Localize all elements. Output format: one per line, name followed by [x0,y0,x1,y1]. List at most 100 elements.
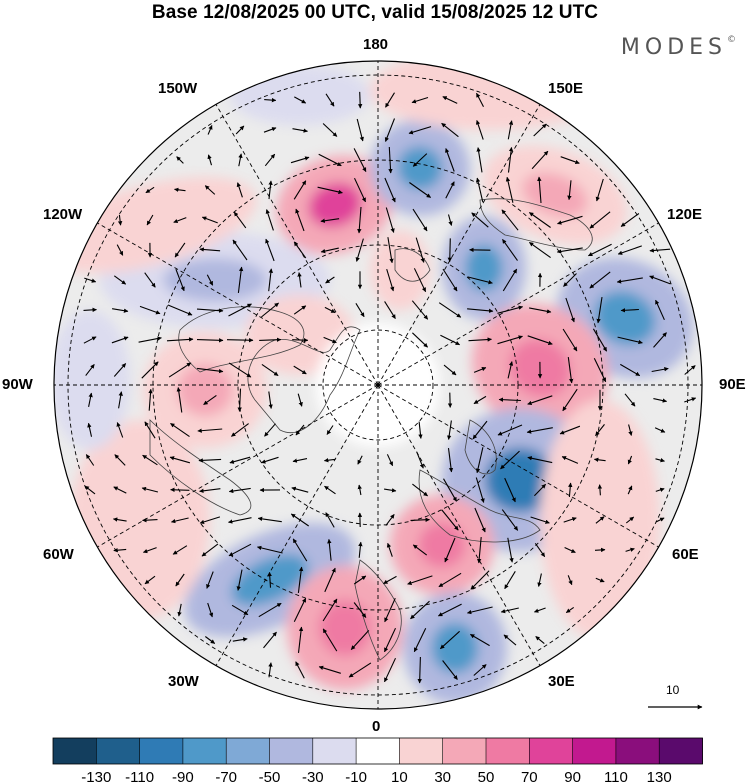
wind-vector [198,458,222,463]
wind-vector [176,387,183,413]
wind-vector [497,424,523,436]
wind-vector [350,630,370,650]
wind-vector [265,209,274,231]
wind-vector [261,363,279,377]
colorbar-frame [52,737,703,765]
wind-vector [594,547,606,553]
wind-vector [258,602,282,618]
coastline [479,198,593,251]
wind-vector [507,120,514,140]
wind-vector [112,308,129,313]
colorbar-swatch [529,738,573,764]
wind-vector [204,636,216,644]
wind-vector [170,517,189,524]
wind-vector [196,338,224,343]
wind-vector [141,361,159,379]
wind-vector [264,97,277,103]
wind-vector [560,156,580,165]
wind-vector [649,275,671,285]
wind-vector [440,630,460,650]
wind-vector [263,631,277,649]
wind-vector [384,488,397,493]
wind-vector [228,543,252,557]
wind-vector [323,458,336,463]
wind-vector [295,208,305,232]
wind-vector [292,128,308,133]
wind-vector [649,248,671,253]
wind-vector [235,125,245,135]
wind-vector [412,153,428,167]
wind-vector [617,336,643,345]
wind-vector [232,239,248,261]
coastline [149,419,252,516]
wind-vector [293,597,307,622]
wind-vector [589,271,611,289]
wind-vector [228,303,252,317]
wind-vector [113,275,127,285]
coastline [464,419,497,475]
wind-vector [356,118,364,142]
wind-vector [355,238,364,262]
wind-vector [476,92,484,107]
wind-vector [442,660,458,680]
wind-vector [507,537,514,563]
wind-vector [409,182,431,198]
wind-vector [500,607,519,614]
wind-vector [384,627,396,653]
anomaly-core [72,348,108,412]
wind-vector [567,180,572,201]
colorbar-swatch [139,738,184,764]
wind-vector [537,176,542,204]
wind-vector [268,268,274,292]
wind-vector [292,337,309,343]
wind-vector [357,91,363,109]
wind-vector [142,547,157,554]
wind-vector [357,206,362,234]
wind-vector [261,456,279,464]
wind-vector [294,96,307,104]
wind-vector [475,447,484,474]
colorbar-swatch [269,738,314,764]
wind-vector [472,420,488,440]
wind-vector [384,118,396,142]
wind-vector [357,484,362,496]
colorbar-swatch [659,738,703,764]
wind-vector [593,358,607,383]
wind-vector [148,388,153,411]
lon-label-150w: 150W [158,80,198,97]
wind-vector [268,180,273,200]
wind-vector [228,487,251,494]
colorbar-swatch [399,738,444,764]
wind-vector [562,328,578,352]
wind-vector [497,335,523,345]
wind-vector [447,214,453,226]
anomaly-core [177,363,233,417]
wind-vector [117,214,123,226]
wind-vector [565,297,575,323]
wind-vector [237,388,242,412]
wind-vector [386,268,395,292]
wind-vector [384,597,396,623]
wind-vector [348,662,372,678]
wind-vector [175,269,185,292]
wind-vector [527,335,553,346]
wind-vector [593,457,606,462]
coastline [394,248,431,282]
wind-vector [412,483,428,497]
wind-vector [385,207,395,233]
wind-vector [233,211,247,229]
wind-vector [297,272,302,288]
wind-vector [353,602,367,618]
colorbar-tick-label: -30 [302,769,324,783]
wind-vector [466,606,493,615]
wind-vector [595,516,605,524]
wind-vector [534,483,546,497]
wind-vector [537,573,542,587]
wind-vector [567,357,574,384]
wind-vector [197,428,223,433]
wind-vector [651,367,669,373]
anomaly-core [308,182,362,228]
wind-vector [505,176,514,203]
wind-vector [588,243,612,257]
